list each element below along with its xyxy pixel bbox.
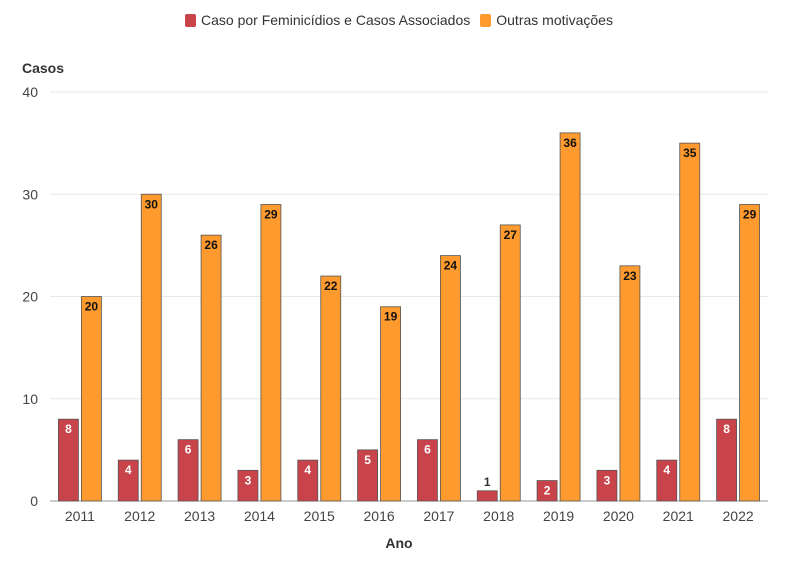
bar-feminicidios [417, 439, 438, 502]
bar-feminicidios [117, 459, 139, 502]
data-label-feminicidios: 5 [364, 453, 371, 467]
x-tick-label: 2018 [483, 508, 514, 524]
data-label-outras: 35 [683, 146, 697, 160]
bar-outras [200, 234, 222, 502]
x-tick-label: 2017 [423, 508, 454, 524]
legend-swatch-feminicidios [185, 13, 197, 27]
data-label-feminicidios: 8 [65, 422, 72, 436]
bar-feminicidios [476, 490, 498, 502]
data-label-outras: 29 [743, 207, 757, 221]
data-label-outras: 24 [444, 259, 458, 273]
bar-outras [81, 296, 102, 502]
data-label-outras: 27 [504, 228, 518, 242]
bar-outras [739, 204, 760, 502]
x-tick-label: 2020 [603, 508, 634, 524]
bar-feminicidios [536, 480, 558, 502]
bar-feminicidios [656, 459, 678, 502]
legend: Caso por Feminicídios e Casos Associados… [0, 12, 798, 28]
x-tick-label: 2016 [364, 508, 395, 524]
data-label-outras: 19 [384, 310, 398, 324]
bar-feminicidios [237, 469, 259, 502]
bar-outras [320, 275, 342, 502]
y-axis-title: Casos [22, 60, 65, 76]
data-label-outras: 22 [324, 279, 338, 293]
x-tick-label: 2019 [543, 508, 574, 524]
x-tick-label: 2013 [184, 508, 215, 524]
bar-feminicidios [177, 439, 199, 502]
legend-label-outras: Outras motivações [496, 12, 613, 28]
data-label-feminicidios: 8 [723, 422, 730, 436]
data-label-feminicidios: 4 [663, 463, 670, 477]
data-label-outras: 29 [264, 207, 278, 221]
data-label-outras: 36 [563, 136, 577, 150]
y-tick-label: 20 [22, 289, 38, 305]
data-label-feminicidios: 4 [304, 463, 311, 477]
data-label-feminicidios: 3 [604, 473, 611, 487]
x-tick-label: 2014 [244, 508, 275, 524]
bar-outras [260, 204, 282, 502]
y-tick-label: 10 [22, 391, 38, 407]
bar-feminicidios [716, 418, 737, 502]
bar-outras [499, 224, 521, 502]
bar-feminicidios [58, 418, 79, 502]
x-axis-title: Ano [385, 535, 413, 551]
data-label-outras: 26 [204, 238, 218, 252]
bar-outras [440, 255, 461, 502]
data-label-feminicidios: 6 [424, 443, 431, 457]
legend-label-feminicidios: Caso por Feminicídios e Casos Associados [201, 12, 471, 28]
data-label-outras: 30 [145, 197, 159, 211]
data-label-feminicidios: 2 [544, 484, 551, 498]
data-label-feminicidios: 6 [185, 443, 192, 457]
data-label-outras: 20 [85, 300, 99, 314]
y-tick-label: 0 [30, 493, 38, 509]
x-tick-label: 2021 [663, 508, 694, 524]
bar-feminicidios [357, 449, 378, 502]
bar-outras [619, 265, 641, 502]
x-tick-label: 2011 [65, 508, 95, 524]
y-tick-label: 40 [22, 84, 38, 100]
bar-feminicidios [596, 469, 618, 502]
y-tick-label: 30 [22, 186, 38, 202]
bar-outras [679, 142, 701, 502]
bar-feminicidios [297, 459, 319, 502]
x-tick-label: 2012 [124, 508, 155, 524]
x-tick-label: 2022 [723, 508, 754, 524]
bar-outras [140, 193, 162, 502]
x-tick-label: 2015 [304, 508, 335, 524]
data-label-feminicidios: 4 [125, 463, 132, 477]
data-label-feminicidios: 3 [245, 473, 252, 487]
data-label-feminicidios: 1 [484, 475, 491, 489]
legend-item-feminicidios[interactable]: Caso por Feminicídios e Casos Associados [185, 12, 470, 28]
bar-outras [380, 306, 401, 502]
bar-outras [559, 132, 581, 502]
legend-item-outras[interactable]: Outras motivações [480, 12, 613, 28]
legend-swatch-outras [480, 13, 492, 27]
data-label-outras: 23 [623, 269, 637, 283]
